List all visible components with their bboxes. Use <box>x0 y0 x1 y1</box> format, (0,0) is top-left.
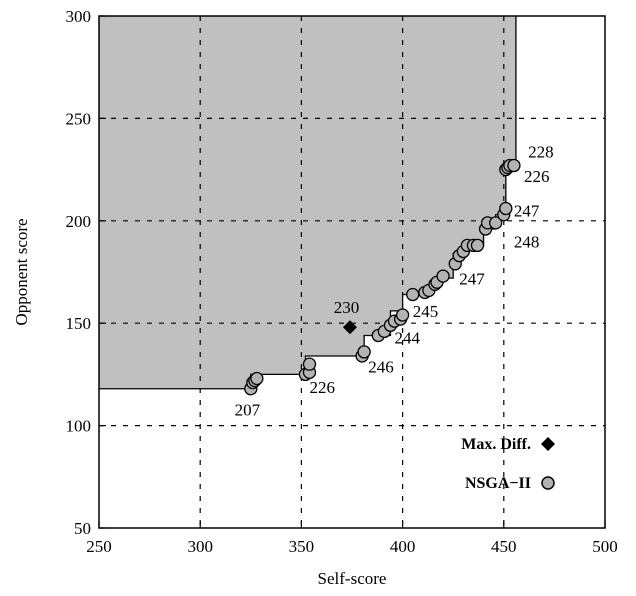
x-tick-label: 500 <box>592 537 618 556</box>
point-annotation: 248 <box>514 232 540 251</box>
points-layer <box>244 158 521 396</box>
nsga-ii-point <box>436 269 450 283</box>
legend-marker-diamond <box>541 437 555 451</box>
nsga-ii-point <box>250 371 264 386</box>
nsga-ii-point <box>395 308 410 322</box>
dominated-region-layer <box>99 16 517 390</box>
x-tick-label: 300 <box>187 537 213 556</box>
x-tick-label: 400 <box>390 537 416 556</box>
tick-layer: 250 300 350 400 450 500 50 100 150 200 250 300 <box>66 7 618 556</box>
max-diff-point <box>342 320 357 335</box>
x-tick-label: 450 <box>491 537 517 556</box>
nsga-ii-point <box>406 287 420 302</box>
nsga-ii-point <box>499 201 513 216</box>
nsga-ii-point <box>507 158 521 173</box>
nsga-ii-point <box>489 216 503 230</box>
point-annotation: 247 <box>459 269 485 288</box>
x-tick-label: 350 <box>289 537 315 556</box>
y-axis-title: Opponent score <box>12 218 31 325</box>
legend-label-max-diff: Max. Diff. <box>461 436 531 453</box>
legend-label-nsga-ii: NSGA−II <box>465 475 531 492</box>
nsga-ii-point <box>470 238 485 253</box>
plot-frame <box>98 15 606 529</box>
y-tick-label: 200 <box>66 212 92 231</box>
y-tick-label: 100 <box>66 417 92 436</box>
x-tick-label: 250 <box>86 537 112 556</box>
point-annotation: 244 <box>395 329 421 348</box>
y-tick-label: 250 <box>66 109 92 128</box>
legend-marker-circle <box>541 476 555 490</box>
point-annotation: 228 <box>528 142 554 161</box>
x-axis-title: Self-score <box>318 569 387 588</box>
nsga-ii-point <box>357 345 371 359</box>
y-tick-label: 150 <box>66 314 92 333</box>
point-annotation: 207 <box>235 400 261 419</box>
point-annotation: 247 <box>514 202 540 221</box>
point-annotation: 245 <box>413 302 439 321</box>
point-annotation: 226 <box>524 167 550 186</box>
nsga-ii-point <box>302 357 317 371</box>
y-tick-label: 50 <box>74 519 91 538</box>
dominated-region <box>99 16 516 389</box>
point-annotation: 246 <box>368 357 394 376</box>
point-annotation: 226 <box>309 378 335 397</box>
legend: Max. Diff. NSGA−II <box>461 436 555 492</box>
y-tick-label: 300 <box>66 7 92 26</box>
point-annotation: 230 <box>334 298 360 317</box>
